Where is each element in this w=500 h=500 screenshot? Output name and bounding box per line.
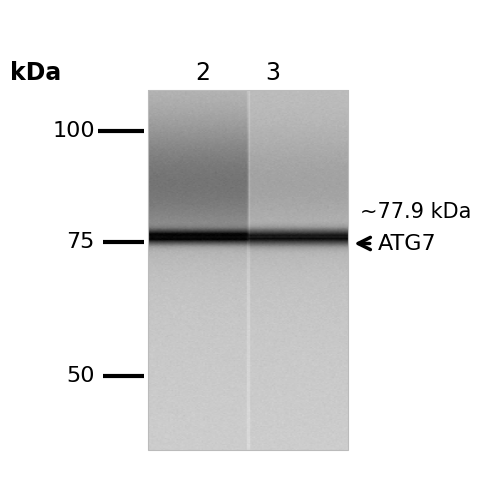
Text: ~77.9 kDa: ~77.9 kDa bbox=[360, 202, 472, 222]
Text: 75: 75 bbox=[66, 232, 95, 252]
Text: 100: 100 bbox=[52, 121, 95, 141]
Text: ATG7: ATG7 bbox=[378, 234, 436, 254]
Text: 50: 50 bbox=[66, 366, 95, 386]
Text: 3: 3 bbox=[265, 60, 280, 84]
Text: kDa: kDa bbox=[10, 60, 62, 84]
Text: 2: 2 bbox=[195, 60, 210, 84]
